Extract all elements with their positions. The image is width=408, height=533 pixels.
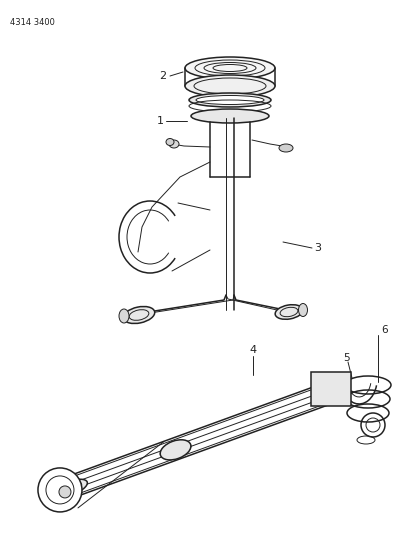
Ellipse shape xyxy=(189,93,271,107)
Ellipse shape xyxy=(299,303,308,317)
Ellipse shape xyxy=(51,479,87,498)
Circle shape xyxy=(59,486,71,498)
Ellipse shape xyxy=(191,109,269,123)
Text: 6: 6 xyxy=(381,325,388,335)
Circle shape xyxy=(38,468,82,512)
Text: 5: 5 xyxy=(343,353,350,363)
Ellipse shape xyxy=(123,306,155,324)
FancyBboxPatch shape xyxy=(311,372,351,406)
Ellipse shape xyxy=(185,57,275,79)
Ellipse shape xyxy=(275,305,303,319)
Text: 4: 4 xyxy=(249,345,257,355)
Ellipse shape xyxy=(169,140,179,148)
Ellipse shape xyxy=(166,139,174,146)
Ellipse shape xyxy=(160,440,191,460)
Ellipse shape xyxy=(119,309,129,323)
Ellipse shape xyxy=(196,95,264,104)
Ellipse shape xyxy=(279,144,293,152)
Text: 2: 2 xyxy=(160,71,166,81)
Text: 3: 3 xyxy=(315,243,322,253)
Text: 4314 3400: 4314 3400 xyxy=(10,18,55,27)
Text: 1: 1 xyxy=(157,116,164,126)
Ellipse shape xyxy=(49,486,60,500)
Ellipse shape xyxy=(185,75,275,97)
